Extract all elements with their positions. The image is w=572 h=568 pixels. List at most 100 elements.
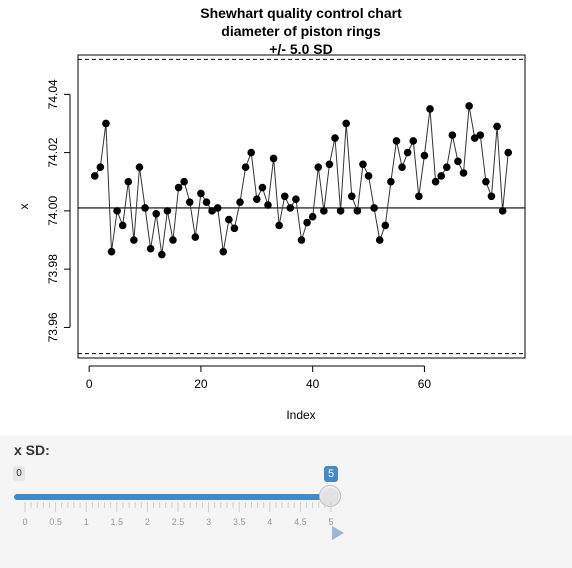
data-point — [214, 204, 222, 212]
data-point — [147, 245, 155, 253]
plot-output: Shewhart quality control chart diameter o… — [0, 0, 572, 435]
data-point — [219, 248, 227, 256]
x-tick-label: 60 — [418, 377, 432, 391]
data-point — [326, 160, 334, 168]
data-point — [113, 207, 121, 215]
data-point — [91, 172, 99, 180]
slider-tick-label: 1.5 — [111, 517, 124, 527]
data-point — [152, 210, 160, 218]
data-point — [236, 198, 244, 206]
slider-tick-label: 3 — [206, 517, 211, 527]
y-tick-label: 73.96 — [46, 312, 60, 342]
data-point — [437, 172, 445, 180]
data-point — [158, 251, 166, 259]
data-point — [465, 102, 473, 110]
slider-tick-label: 2.5 — [172, 517, 185, 527]
x-tick-label: 20 — [194, 377, 208, 391]
data-point — [504, 149, 512, 157]
data-point — [443, 163, 451, 171]
data-point — [415, 193, 423, 201]
data-point — [359, 160, 367, 168]
slider-tick-scale: 0 0.5 1 1.5 2 2.5 3 3.5 4 4.5 5 — [0, 435, 572, 568]
data-point — [247, 149, 255, 157]
data-point — [169, 236, 177, 244]
data-point — [348, 193, 356, 201]
slider-tick-label: 0.5 — [49, 517, 62, 527]
data-point — [309, 213, 317, 221]
data-point — [460, 169, 468, 177]
data-point — [376, 236, 384, 244]
slider-tick-label: 1 — [84, 517, 89, 527]
data-point — [253, 195, 261, 203]
data-point — [387, 178, 395, 186]
chart-subtitle: diameter of piston rings — [221, 23, 381, 39]
data-point — [130, 236, 138, 244]
data-point — [108, 248, 116, 256]
data-point — [409, 137, 417, 145]
data-point — [225, 216, 233, 224]
x-tick-label: 0 — [86, 377, 93, 391]
data-point — [281, 193, 289, 201]
x-axis-label: Index — [286, 408, 315, 422]
data-point — [499, 207, 507, 215]
data-point — [370, 204, 378, 212]
data-point — [287, 204, 295, 212]
y-tick-label: 74.02 — [46, 137, 60, 167]
data-point — [365, 172, 373, 180]
data-point — [270, 155, 278, 163]
play-icon[interactable] — [332, 526, 344, 540]
data-point — [488, 193, 496, 201]
data-point — [164, 207, 172, 215]
slider-tick-label: 2 — [145, 517, 150, 527]
series-line — [95, 106, 508, 255]
data-point — [97, 163, 105, 171]
data-point — [454, 158, 462, 166]
data-point — [175, 184, 183, 192]
data-point — [119, 222, 127, 230]
data-point — [259, 184, 267, 192]
data-point — [197, 190, 205, 198]
data-point — [337, 207, 345, 215]
chart-title: Shewhart quality control chart — [200, 5, 402, 21]
data-point — [275, 222, 283, 230]
data-point — [426, 105, 434, 113]
data-point — [141, 204, 149, 212]
data-point — [203, 198, 211, 206]
slider-tick-label: 3.5 — [233, 517, 246, 527]
shewhart-chart: Shewhart quality control chart diameter o… — [0, 0, 572, 435]
data-point — [477, 131, 485, 139]
slider-tick-label: 4.5 — [294, 517, 307, 527]
data-point — [320, 207, 328, 215]
data-point — [398, 163, 406, 171]
data-point — [303, 219, 311, 227]
data-point — [449, 131, 457, 139]
data-point — [421, 152, 429, 160]
x-tick-label: 40 — [306, 377, 320, 391]
data-point — [404, 149, 412, 157]
data-point — [102, 120, 110, 128]
data-point — [432, 178, 440, 186]
slider-tick-label: 0 — [22, 517, 27, 527]
data-point — [192, 233, 200, 241]
data-point — [264, 201, 272, 209]
data-point — [124, 178, 132, 186]
y-tick-label: 74.04 — [46, 79, 60, 109]
data-point — [342, 120, 350, 128]
data-point — [180, 178, 188, 186]
data-point — [292, 195, 300, 203]
data-point — [136, 163, 144, 171]
data-point — [314, 163, 322, 171]
data-point — [382, 222, 390, 230]
data-point — [354, 207, 362, 215]
y-tick-label: 73.98 — [46, 254, 60, 284]
data-point — [231, 225, 239, 233]
y-tick-label: 74.00 — [46, 196, 60, 226]
data-point — [298, 236, 306, 244]
data-point — [493, 123, 501, 131]
data-point — [393, 137, 401, 145]
data-point — [186, 198, 194, 206]
slider-tick-label: 4 — [267, 517, 272, 527]
data-point — [482, 178, 490, 186]
data-point — [242, 163, 250, 171]
